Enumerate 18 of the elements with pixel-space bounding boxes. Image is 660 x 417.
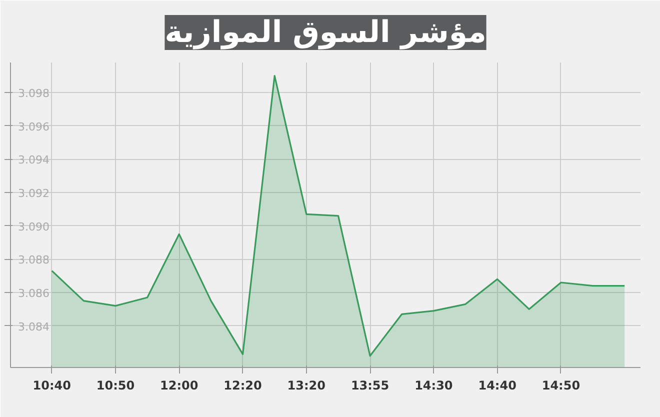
- chart-title: مؤشر السوق الموازية: [164, 15, 486, 50]
- y-tick-label: 3.096: [18, 120, 50, 134]
- x-tick-label: 14:30: [414, 378, 453, 392]
- x-tick-label: 13:55: [350, 378, 390, 392]
- x-tick-label: 13:20: [287, 378, 326, 392]
- x-tick-label: 14:50: [542, 378, 580, 392]
- x-tick-label: 12:20: [224, 378, 262, 392]
- y-tick-label: 3.090: [18, 220, 50, 234]
- y-tick-label: 3.086: [18, 287, 50, 300]
- x-tick-label: 10:40: [32, 378, 71, 392]
- y-tick-label: 3.088: [18, 254, 50, 267]
- y-tick-label: 3.084: [18, 320, 50, 334]
- y-tick-label: 3.098: [18, 87, 50, 100]
- y-tick-label: 3.094: [18, 154, 50, 167]
- y-tick-label: 3.092: [18, 187, 50, 200]
- x-tick-label: 12:00: [160, 378, 198, 392]
- x-tick-label: 10:50: [96, 378, 135, 392]
- x-tick-label: 14:40: [478, 378, 516, 392]
